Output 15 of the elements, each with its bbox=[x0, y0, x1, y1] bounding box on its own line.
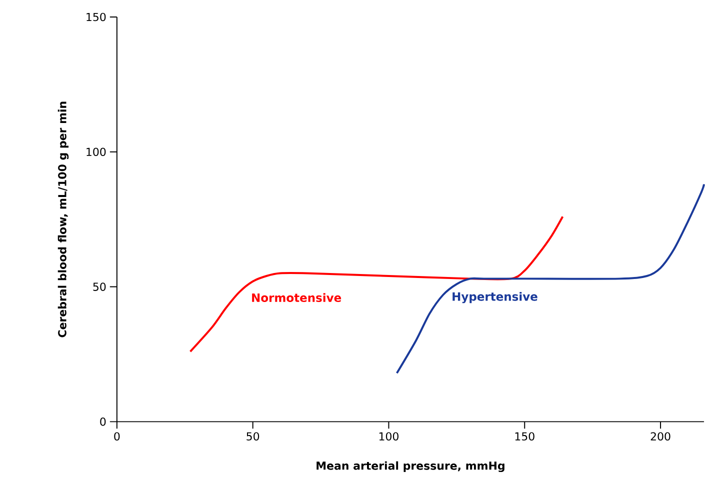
y-tick-label: 150 bbox=[86, 13, 106, 22]
line-series bbox=[189, 216, 564, 353]
x-tick-label: 100 bbox=[379, 432, 398, 441]
x-tick-label: 150 bbox=[515, 432, 534, 441]
y-tick-label: 0 bbox=[100, 418, 106, 426]
y-tick-label: 100 bbox=[86, 148, 106, 156]
y-axis-title: Cerebral blood flow, mL/100 g per min bbox=[58, 102, 69, 338]
x-tick-label: 200 bbox=[650, 432, 670, 441]
series-label: Hypertensive bbox=[452, 292, 538, 304]
y-tick-label: 50 bbox=[93, 282, 106, 292]
line-series bbox=[396, 183, 705, 374]
x-tick-label: 0 bbox=[114, 432, 120, 441]
series-label: Normotensive bbox=[252, 293, 342, 302]
x-axis-title: Mean arterial pressure, mmHg bbox=[316, 462, 504, 472]
x-tick-label: 50 bbox=[246, 432, 260, 441]
